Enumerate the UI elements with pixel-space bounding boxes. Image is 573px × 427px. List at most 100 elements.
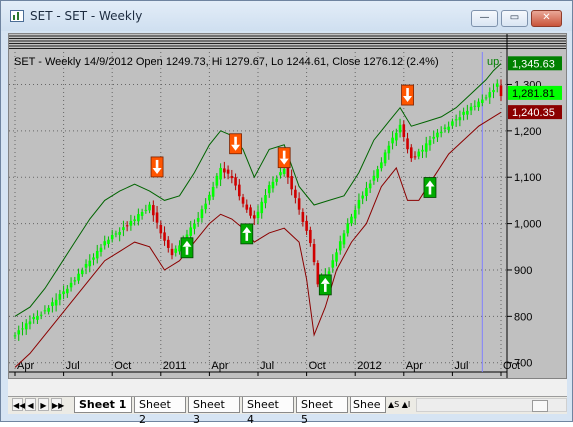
close-button[interactable]: ✕ bbox=[531, 10, 562, 27]
x-tick-label: Apr bbox=[211, 360, 228, 372]
x-tick-label: Apr bbox=[406, 360, 423, 372]
sell-signal-arrow-icon bbox=[229, 133, 242, 155]
candle bbox=[357, 193, 361, 215]
candle bbox=[166, 236, 170, 253]
candle bbox=[309, 226, 312, 247]
candle bbox=[439, 126, 443, 138]
candle bbox=[428, 135, 432, 151]
candle bbox=[350, 213, 353, 227]
scrollbar-thumb[interactable] bbox=[532, 400, 548, 412]
candle bbox=[402, 120, 406, 142]
candle bbox=[335, 248, 338, 267]
candle bbox=[62, 285, 65, 300]
candle bbox=[398, 118, 402, 138]
candle bbox=[95, 244, 99, 264]
candle bbox=[421, 145, 424, 159]
candle bbox=[140, 208, 144, 220]
chart-app-icon bbox=[10, 10, 24, 22]
tab-sheet-5[interactable]: Sheet 5 bbox=[296, 397, 348, 426]
x-tick-label: 2012 bbox=[357, 360, 381, 372]
maximize-button[interactable]: ▭ bbox=[501, 10, 528, 27]
tab-sheet-3[interactable]: Sheet 3 bbox=[188, 397, 240, 426]
price-value-label: 1,345.63 bbox=[508, 56, 562, 71]
candle bbox=[80, 267, 84, 277]
candle bbox=[469, 103, 473, 116]
candle bbox=[118, 227, 121, 242]
candle bbox=[346, 218, 350, 237]
candle bbox=[215, 173, 219, 189]
candle bbox=[39, 311, 43, 320]
sheet-tab-strip: ◀◀ ◀ ▶ ▶▶ Sheet 1 Sheet 2 Sheet 3 Sheet … bbox=[8, 396, 567, 426]
minimize-button[interactable]: — bbox=[471, 10, 498, 27]
last-sheet-button[interactable]: ▶▶ bbox=[51, 398, 64, 411]
tab-sheet-6[interactable]: Shee bbox=[350, 397, 386, 413]
sell-signal-arrow-icon bbox=[401, 84, 414, 106]
x-tick-label: Oct bbox=[114, 360, 131, 372]
candle bbox=[365, 181, 368, 202]
candle bbox=[338, 235, 342, 255]
candle bbox=[451, 118, 454, 129]
candle bbox=[488, 87, 492, 104]
price-chart-pane[interactable]: Apr Jul Oct 2011 Apr Jul Oct 2012 Apr Jul Oct 700 8… bbox=[8, 33, 567, 379]
sell-signal-arrow-icon bbox=[150, 156, 164, 178]
candle bbox=[260, 197, 264, 219]
candle bbox=[458, 110, 462, 127]
candle bbox=[107, 236, 110, 248]
price-value-label: 1,281.81 bbox=[508, 85, 562, 100]
candle bbox=[125, 221, 129, 232]
candle bbox=[230, 169, 234, 184]
candle bbox=[252, 210, 256, 225]
candle bbox=[297, 192, 301, 215]
first-sheet-button[interactable]: ◀◀ bbox=[12, 398, 25, 411]
candle bbox=[495, 79, 499, 93]
candle bbox=[331, 254, 335, 273]
candle bbox=[395, 128, 398, 146]
svg-text:1,281.81: 1,281.81 bbox=[512, 88, 555, 100]
horizontal-scrollbar[interactable] bbox=[416, 398, 567, 412]
prev-sheet-button[interactable]: ◀ bbox=[25, 398, 36, 411]
candle bbox=[66, 285, 69, 298]
minimize-icon: — bbox=[479, 12, 490, 23]
candle bbox=[391, 131, 394, 150]
x-tick-label: Oct bbox=[309, 360, 326, 372]
y-tick-label: 1,100 bbox=[514, 172, 542, 184]
candle bbox=[443, 124, 447, 133]
y-tick-label: 900 bbox=[514, 265, 532, 277]
candle bbox=[88, 254, 92, 273]
bottom-bar: ◀◀ ◀ ▶ ▶▶ Sheet 1 Sheet 2 Sheet 3 Sheet … bbox=[8, 379, 567, 426]
candle bbox=[99, 244, 103, 257]
candle bbox=[32, 313, 35, 324]
sell-signal-arrow-icon bbox=[277, 147, 291, 169]
trend-indicator: up bbox=[487, 56, 499, 68]
candle bbox=[204, 198, 207, 214]
tab-overflow-arrows[interactable]: ▲S ▲I bbox=[388, 400, 411, 409]
candle bbox=[77, 268, 80, 284]
tab-sheet-4[interactable]: Sheet 4 bbox=[242, 397, 294, 426]
candle bbox=[110, 229, 114, 243]
candle bbox=[245, 199, 249, 213]
candle bbox=[436, 128, 439, 142]
next-sheet-button[interactable]: ▶ bbox=[38, 398, 49, 411]
candle bbox=[133, 215, 136, 226]
title-bar[interactable]: SET - SET - Weekly — ▭ ✕ bbox=[1, 1, 572, 31]
candle bbox=[129, 214, 133, 231]
candle bbox=[28, 315, 32, 330]
candle bbox=[13, 332, 17, 340]
y-tick-label: 1,000 bbox=[514, 219, 542, 231]
candle bbox=[170, 243, 174, 260]
candle bbox=[312, 238, 316, 266]
candle bbox=[454, 114, 458, 127]
candle bbox=[200, 205, 204, 223]
y-tick-label: 700 bbox=[514, 358, 532, 370]
candle bbox=[305, 215, 308, 236]
lower-band-line bbox=[14, 111, 502, 368]
buy-signal-arrow-icon bbox=[423, 177, 437, 198]
tab-sheet-1[interactable]: Sheet 1 bbox=[74, 397, 132, 413]
candle bbox=[380, 157, 383, 172]
candle bbox=[353, 205, 357, 225]
candle bbox=[361, 191, 364, 205]
tab-sheet-2[interactable]: Sheet 2 bbox=[134, 397, 186, 426]
candle bbox=[413, 151, 417, 160]
candle bbox=[267, 181, 271, 198]
candle bbox=[271, 176, 275, 193]
